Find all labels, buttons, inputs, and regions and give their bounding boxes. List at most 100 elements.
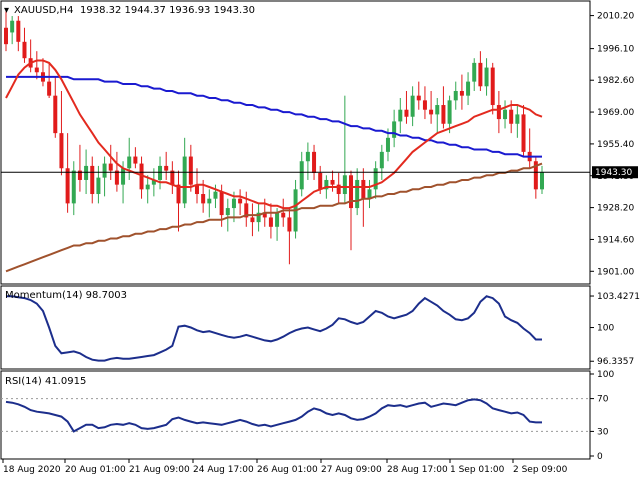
candle-body [127, 156, 132, 169]
candle-body [114, 170, 119, 185]
momentum-label: Momentum(14) 98.7003 [5, 290, 127, 301]
candle-body [349, 175, 354, 209]
x-tick-label: 27 Aug 09:00 [321, 465, 382, 475]
candle-body [108, 163, 113, 171]
rsi-panel [0, 370, 591, 460]
y-tick-label: 96.3357 [597, 357, 634, 367]
candle-body [176, 184, 181, 204]
y-tick-label: 103.4271 [597, 292, 640, 302]
candle-body [59, 133, 64, 169]
candle-body [256, 212, 261, 223]
candle-body [244, 203, 249, 218]
x-tick-label: 18 Aug 2020 [3, 465, 61, 475]
candle-body [10, 20, 15, 33]
candle-body [533, 161, 538, 190]
candle-body [4, 27, 8, 45]
candle-body [385, 137, 390, 152]
candle-body [219, 191, 224, 216]
ma-slow-line [5, 162, 543, 273]
candle-body [194, 184, 199, 195]
candle-body [238, 198, 243, 204]
y-tick-label: 1928.20 [597, 204, 634, 214]
candle-body [509, 109, 514, 124]
x-tick-label: 26 Aug 01:00 [257, 465, 318, 475]
candle-body [324, 179, 329, 190]
candle-body [490, 67, 495, 106]
y-tick-label: 0 [597, 452, 603, 462]
x-tick-label: 2 Sep 09:00 [513, 465, 568, 475]
ma-mid-line [6, 75, 542, 158]
candle-body [164, 165, 169, 171]
x-tick-label: 24 Aug 17:00 [193, 465, 254, 475]
x-tick-label: 28 Aug 17:00 [387, 465, 448, 475]
header-triangle-icon: ▾ [4, 5, 9, 16]
candle-body [447, 100, 452, 124]
candle-body [16, 20, 21, 42]
candle-body [182, 156, 187, 204]
candle-body [361, 179, 366, 199]
candle-body [145, 184, 150, 190]
y-tick-label: 100 [597, 324, 614, 334]
candle-body [102, 163, 107, 178]
candle-body [515, 114, 520, 124]
candle-body [231, 198, 236, 209]
candle-body [201, 194, 206, 204]
candle-body [336, 184, 341, 195]
price-panel [0, 0, 591, 285]
candle-body [410, 95, 415, 117]
candle-body [139, 163, 144, 190]
candle-body [355, 179, 360, 209]
candle-body [429, 109, 434, 115]
candle-body [305, 151, 310, 162]
candle-body [65, 168, 70, 204]
candle-body [53, 95, 58, 134]
candle-body [90, 165, 95, 195]
candle-body [262, 212, 267, 218]
candle-body [478, 62, 483, 87]
symbol-label: XAUUSD,H4 [14, 5, 73, 16]
candle-body [287, 217, 292, 232]
current-price-label: 1943.30 [592, 166, 638, 179]
candle-body [34, 67, 39, 73]
candle-body [268, 217, 273, 227]
y-tick-label: 1969.00 [597, 108, 634, 118]
candle-body [367, 189, 372, 199]
ma-fast-line [5, 59, 543, 210]
candle-body [22, 41, 27, 59]
candle-body [299, 161, 304, 190]
candle-body [158, 165, 163, 180]
candle-body [441, 105, 446, 124]
candle-body [540, 172, 544, 190]
y-tick-label: 1982.60 [597, 76, 634, 86]
candle-body [77, 170, 82, 180]
candle-body [225, 208, 230, 216]
candle-body [213, 191, 218, 199]
candle-body [342, 175, 347, 195]
candle-body [435, 105, 440, 115]
y-tick-label: 1914.60 [597, 235, 634, 245]
candle-body [496, 105, 501, 120]
candle-body [281, 212, 286, 218]
candle-body [398, 109, 403, 122]
candle-body [503, 109, 508, 120]
rsi-label: RSI(14) 41.0915 [5, 376, 86, 387]
candle-body [96, 177, 101, 195]
y-tick-label: 1901.00 [597, 267, 634, 277]
candle-body [47, 81, 52, 96]
x-tick-label: 1 Sep 01:00 [450, 465, 505, 475]
candle-body [466, 81, 471, 96]
candle-body [121, 168, 126, 185]
candle-body [472, 62, 477, 82]
candle-body [453, 90, 458, 101]
candle-body [392, 121, 397, 138]
momentum-panel [0, 285, 591, 370]
candle-body [188, 156, 193, 185]
candle-body [484, 67, 489, 87]
candle-body [207, 198, 212, 204]
candle-body [71, 170, 76, 204]
candle-body [379, 151, 384, 169]
candle-body [459, 90, 464, 96]
candle-body [422, 100, 427, 110]
